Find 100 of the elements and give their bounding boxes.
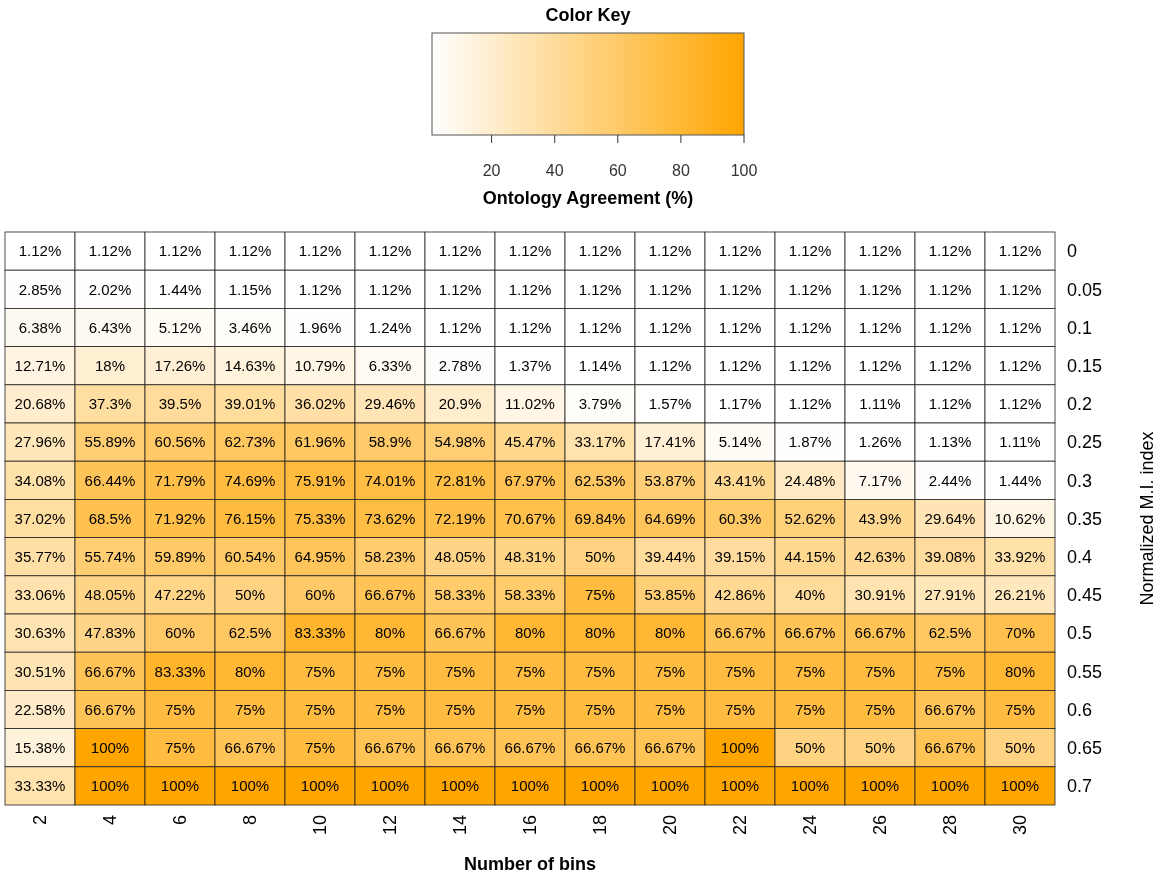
data-label: 1.12% <box>508 280 552 298</box>
data-label: 1.12% <box>928 280 972 298</box>
data-label: 70% <box>1004 624 1036 642</box>
data-label: 75.91% <box>294 471 346 489</box>
data-label: 39.08% <box>924 547 976 565</box>
data-label: 1.44% <box>158 280 202 298</box>
data-label: 80% <box>234 662 266 680</box>
data-label: 1.12% <box>88 242 132 260</box>
data-label: 2.78% <box>438 356 482 374</box>
color-bar-label: 80 <box>672 162 690 179</box>
data-label: 62.73% <box>224 433 276 451</box>
data-label: 75% <box>584 700 616 718</box>
data-label: 1.12% <box>298 242 342 260</box>
data-label: 1.12% <box>648 318 692 336</box>
y-axis-title: Normalized M.I. index <box>1137 431 1157 606</box>
data-label: 1.57% <box>648 395 692 413</box>
data-label: 83.33% <box>294 624 346 642</box>
data-label: 100% <box>510 777 550 795</box>
data-label: 75% <box>304 662 336 680</box>
color-bar-label: 100 <box>730 162 758 179</box>
data-label: 66.67% <box>714 624 766 642</box>
data-label: 17.41% <box>644 433 696 451</box>
data-label: 3.46% <box>228 318 272 336</box>
data-label: 100% <box>160 777 200 795</box>
data-label: 1.12% <box>438 318 482 336</box>
data-label: 80% <box>654 624 686 642</box>
data-label: 52.62% <box>784 509 836 527</box>
data-label: 66.67% <box>574 738 626 756</box>
data-label: 64.69% <box>644 509 696 527</box>
data-label: 71.79% <box>154 471 206 489</box>
data-label: 6.43% <box>88 318 132 336</box>
data-label: 1.96% <box>298 318 342 336</box>
data-label: 100% <box>440 777 480 795</box>
data-label: 1.12% <box>858 280 902 298</box>
data-label: 1.12% <box>998 395 1042 413</box>
data-label: 60.3% <box>718 509 762 527</box>
data-label: 5.12% <box>158 318 202 336</box>
data-label: 33.17% <box>574 433 626 451</box>
x-tick-label: 24 <box>800 815 821 836</box>
y-tick-label: 0.7 <box>1067 776 1093 797</box>
data-label: 67.97% <box>504 471 556 489</box>
data-label: 59.89% <box>154 547 206 565</box>
data-label: 39.5% <box>158 395 202 413</box>
data-label: 1.12% <box>928 318 972 336</box>
y-tick-label: 0.25 <box>1067 432 1103 453</box>
data-label: 100% <box>580 777 620 795</box>
data-label: 33.33% <box>14 777 66 795</box>
data-label: 64.95% <box>294 547 346 565</box>
x-tick-label: 10 <box>310 815 331 836</box>
x-tick-label: 12 <box>380 815 401 836</box>
data-label: 100% <box>300 777 340 795</box>
data-label: 80% <box>374 624 406 642</box>
data-label: 43.9% <box>858 509 902 527</box>
data-label: 100% <box>930 777 970 795</box>
data-label: 61.96% <box>294 433 346 451</box>
data-label: 60% <box>164 624 196 642</box>
data-label: 1.15% <box>228 280 272 298</box>
data-label: 100% <box>860 777 900 795</box>
data-label: 1.37% <box>508 356 552 374</box>
data-label: 68.5% <box>88 509 132 527</box>
data-label: 75% <box>164 738 196 756</box>
x-tick-label: 26 <box>870 815 891 836</box>
data-label: 60.56% <box>154 433 206 451</box>
data-label: 22.58% <box>14 700 66 718</box>
data-label: 1.12% <box>718 318 762 336</box>
data-label: 1.12% <box>998 318 1042 336</box>
data-label: 30.91% <box>854 586 906 604</box>
data-label: 100% <box>650 777 690 795</box>
data-label: 69.84% <box>574 509 626 527</box>
x-tick-label: 14 <box>450 815 471 836</box>
x-tick-label: 20 <box>660 815 681 836</box>
y-tick-label: 0 <box>1067 241 1078 262</box>
data-label: 12.71% <box>14 356 66 374</box>
x-tick-label: 8 <box>240 815 261 826</box>
data-label: 2.85% <box>18 280 62 298</box>
data-label: 66.67% <box>434 738 486 756</box>
data-label: 17.26% <box>154 356 206 374</box>
data-label: 100% <box>90 777 130 795</box>
data-label: 40% <box>794 586 826 604</box>
x-tick-label: 18 <box>590 815 611 836</box>
x-tick-label: 6 <box>170 815 191 826</box>
data-label: 1.12% <box>438 280 482 298</box>
data-label: 55.89% <box>84 433 136 451</box>
data-label: 42.86% <box>714 586 766 604</box>
data-label: 1.12% <box>928 395 972 413</box>
data-label: 1.12% <box>298 280 342 298</box>
y-tick-label: 0.3 <box>1067 470 1093 491</box>
data-label: 6.33% <box>368 356 412 374</box>
data-label: 34.08% <box>14 471 66 489</box>
data-label: 75.33% <box>294 509 346 527</box>
data-label: 55.74% <box>84 547 136 565</box>
y-tick-label: 0.6 <box>1067 699 1093 720</box>
y-tick-label: 0.05 <box>1067 279 1103 300</box>
data-label: 75% <box>794 700 826 718</box>
data-label: 62.53% <box>574 471 626 489</box>
data-label: 70.67% <box>504 509 556 527</box>
data-label: 10.62% <box>994 509 1046 527</box>
data-label: 75% <box>654 662 686 680</box>
y-tick-label: 0.55 <box>1067 661 1103 682</box>
legend-title: Color Key <box>545 5 631 25</box>
